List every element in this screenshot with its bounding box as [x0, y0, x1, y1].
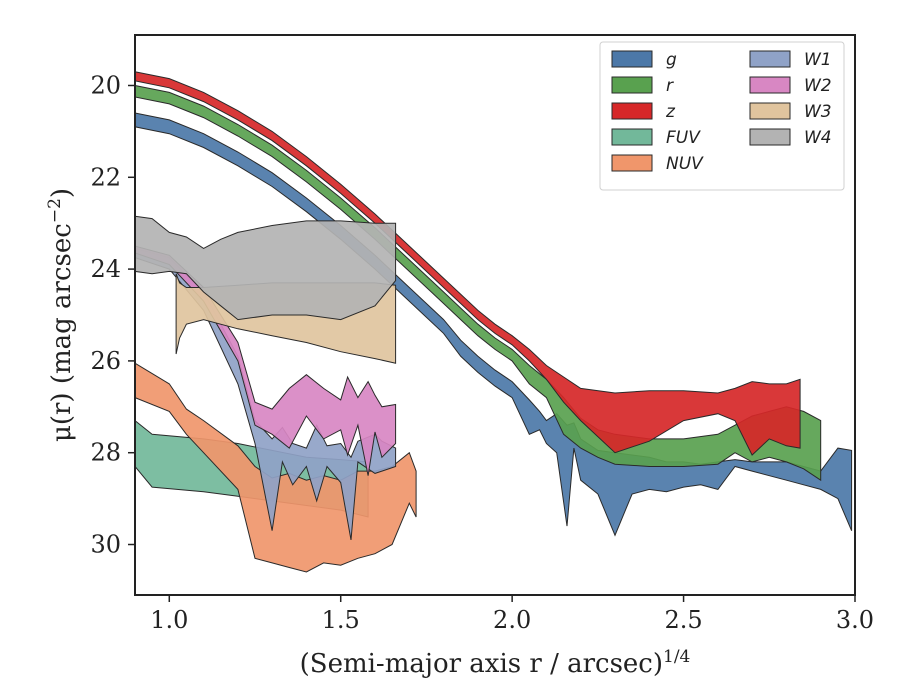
- y-axis-label: μ(r) (mag arcsec−2): [45, 188, 77, 442]
- y-axis-label-suffix: ): [47, 188, 77, 198]
- band-z: [134, 71, 801, 456]
- y-tick-label: 26: [90, 347, 121, 375]
- legend-swatch-z: [611, 102, 653, 120]
- y-tick-label: 24: [90, 255, 121, 283]
- y-tick-label: 20: [90, 71, 121, 99]
- legend-swatch-r: [611, 76, 653, 94]
- legend-swatch-nuv: [611, 154, 653, 172]
- x-tick-label: 2.5: [664, 606, 702, 634]
- series-bands: [134, 71, 853, 573]
- legend-label-z: z: [665, 102, 676, 122]
- legend-label-g: g: [666, 50, 677, 70]
- band-w2: [134, 245, 397, 476]
- legend: grz FUV NUV W1 W2 W3 W4: [599, 41, 845, 191]
- band-g: [134, 112, 853, 537]
- x-tick-label: 1.5: [322, 606, 360, 634]
- legend-swatch-g: [611, 50, 653, 68]
- y-tick-label: 30: [90, 531, 121, 559]
- legend-swatch-w4: [749, 128, 791, 146]
- x-axis-ticks: 1.0 1.5 2.0 2.5 3.0: [150, 595, 874, 634]
- legend-swatch-w3: [749, 102, 791, 120]
- x-axis-label-exponent: 1/4: [663, 647, 690, 667]
- legend-label-w2: W2: [804, 76, 832, 96]
- x-tick-label: 2.0: [493, 606, 531, 634]
- legend-label-w4: W4: [804, 128, 832, 148]
- legend-swatch-fuv: [611, 128, 653, 146]
- legend-label-w1: W1: [804, 50, 832, 70]
- x-axis-label: (Semi-major axis r / arcsec)1/4: [300, 647, 691, 679]
- y-tick-label: 28: [90, 439, 121, 467]
- x-tick-label: 3.0: [836, 606, 874, 634]
- plot-frame: [134, 34, 856, 596]
- x-axis-label-text: (Semi-major axis r / arcsec): [300, 649, 663, 679]
- y-tick-label: 22: [90, 163, 121, 191]
- y-axis-ticks: 20 22 24 26 28 30: [90, 71, 135, 559]
- legend-swatch-w2: [749, 76, 791, 94]
- band-w4: [134, 215, 397, 321]
- legend-label-fuv: FUV: [666, 128, 701, 148]
- legend-swatch-w1: [749, 50, 791, 68]
- y-axis-label-exponent: −2: [45, 198, 65, 223]
- legend-label-w3: W3: [804, 102, 832, 122]
- legend-label-nuv: NUV: [666, 154, 704, 174]
- legend-label-r: r: [666, 76, 674, 96]
- y-axis-label-text: μ(r) (mag arcsec: [47, 223, 77, 442]
- x-tick-label: 1.0: [150, 606, 188, 634]
